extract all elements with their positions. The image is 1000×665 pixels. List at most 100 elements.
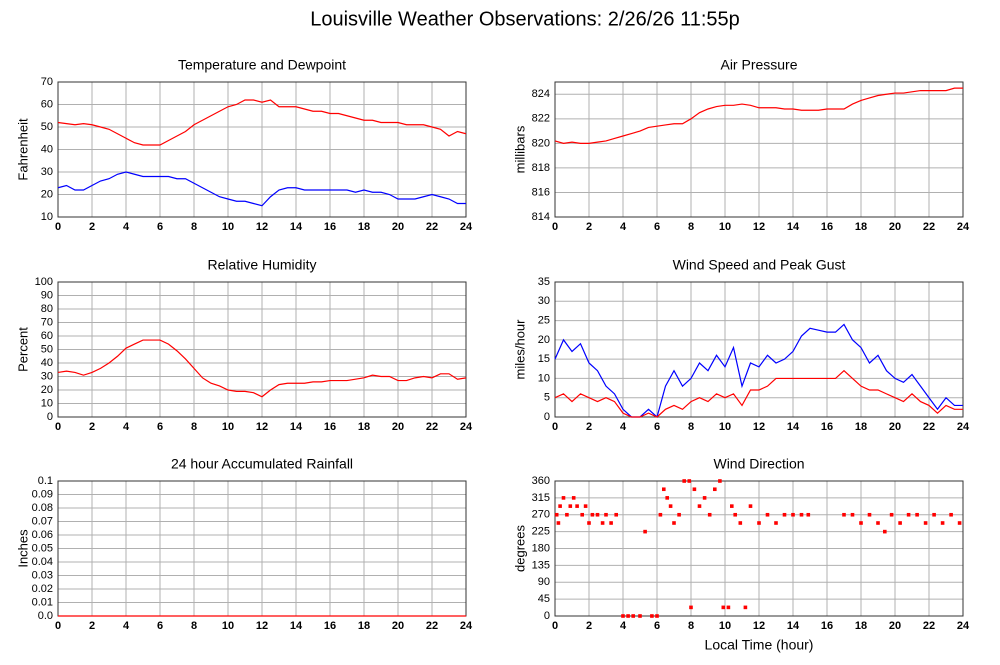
y-tick-label: 20 — [538, 334, 550, 346]
data-point — [662, 487, 666, 492]
data-point — [643, 529, 647, 534]
x-tick-label: 4 — [123, 620, 130, 632]
data-line — [554, 369, 963, 418]
x-tick-label: 24 — [957, 620, 970, 632]
y-tick-label: 0.0 — [38, 610, 53, 622]
y-tick-label: 60 — [41, 98, 53, 110]
x-tick-label: 16 — [324, 221, 336, 233]
x-tick-label: 24 — [460, 221, 473, 233]
x-tick-label: 2 — [586, 221, 592, 233]
y-tick-label: 0.09 — [32, 488, 53, 500]
x-tick-label: 4 — [123, 221, 130, 233]
x-tick-label: 0 — [55, 421, 61, 433]
x-tick-label: 20 — [889, 421, 901, 433]
x-tick-label: 14 — [787, 421, 800, 433]
data-point — [859, 521, 863, 525]
y-tick-label: 45 — [538, 593, 550, 605]
x-tick-label: 12 — [753, 620, 765, 632]
data-point — [590, 512, 595, 517]
x-tick-label: 22 — [923, 620, 935, 632]
y-tick-label: 90 — [538, 576, 550, 588]
y-tick-label: 10 — [41, 397, 53, 409]
x-tick-label: 6 — [157, 620, 163, 632]
x-tick-label: 6 — [157, 221, 163, 233]
x-tick-label: 24 — [957, 421, 970, 433]
y-tick-label: 0.04 — [32, 556, 53, 568]
data-point — [757, 521, 761, 525]
data-point — [782, 512, 787, 517]
data-point — [655, 614, 659, 618]
x-tick-label: 22 — [923, 421, 935, 433]
data-point — [949, 512, 953, 517]
data-point — [626, 614, 630, 618]
data-point — [638, 614, 642, 618]
x-tick-label: 10 — [222, 221, 234, 233]
data-line — [57, 171, 466, 207]
data-point — [898, 521, 902, 525]
data-point — [558, 504, 562, 508]
x-tick-label: 8 — [688, 620, 694, 632]
y-tick-label: 15 — [538, 353, 550, 365]
x-tick-label: 10 — [222, 421, 234, 433]
data-point — [697, 504, 702, 508]
y-tick-label: 30 — [41, 166, 53, 178]
y-axis-label: millibars — [512, 125, 527, 173]
y-tick-label: 10 — [538, 372, 550, 384]
data-point — [554, 512, 559, 517]
x-tick-label: 12 — [753, 421, 765, 433]
x-tick-label: 6 — [157, 421, 163, 433]
x-tick-label: 10 — [719, 620, 731, 632]
data-point — [730, 504, 734, 508]
x-tick-label: 22 — [426, 620, 438, 632]
y-tick-label: 60 — [41, 330, 53, 342]
data-point — [713, 487, 717, 492]
data-point — [791, 512, 795, 517]
y-tick-label: 0.08 — [32, 502, 53, 514]
y-tick-label: 20 — [41, 384, 53, 396]
x-tick-label: 10 — [222, 620, 234, 632]
subplot-title: Air Pressure — [720, 57, 797, 73]
y-tick-label: 180 — [532, 542, 550, 554]
y-tick-label: 0.05 — [32, 542, 53, 554]
x-tick-label: 4 — [123, 421, 130, 433]
data-point — [923, 521, 928, 525]
data-point — [876, 521, 880, 525]
data-point — [799, 512, 804, 517]
y-tick-label: 315 — [532, 492, 550, 504]
y-tick-label: 50 — [41, 121, 53, 133]
y-tick-label: 35 — [538, 276, 550, 288]
data-line — [57, 99, 467, 146]
data-point — [842, 512, 846, 517]
x-tick-label: 12 — [256, 221, 268, 233]
subplot-title: 24 hour Accumulated Rainfall — [171, 456, 353, 472]
plot-frame — [554, 480, 964, 617]
x-tick-label: 2 — [89, 421, 95, 433]
y-tick-label: 40 — [41, 357, 53, 369]
plot-frame — [554, 281, 964, 418]
y-tick-label: 70 — [41, 76, 53, 88]
x-tick-label: 0 — [552, 421, 558, 433]
x-tick-label: 14 — [290, 421, 303, 433]
x-tick-label: 10 — [719, 421, 731, 433]
data-point — [718, 479, 722, 483]
x-tick-label: 0 — [552, 221, 558, 233]
subplot-title: Relative Humidity — [208, 257, 317, 273]
x-tick-label: 8 — [688, 421, 694, 433]
y-tick-label: 50 — [41, 343, 53, 355]
x-tick-label: 22 — [923, 221, 935, 233]
y-tick-label: 225 — [532, 526, 550, 538]
page-title: Louisville Weather Observations: 2/26/26… — [310, 8, 740, 30]
data-point — [915, 512, 919, 517]
y-tick-label: 10 — [41, 211, 53, 223]
data-point — [748, 504, 753, 508]
data-point — [687, 479, 692, 483]
data-point — [587, 521, 591, 525]
y-tick-label: 0.01 — [32, 596, 53, 608]
data-point — [575, 504, 579, 508]
x-tick-label: 8 — [191, 421, 197, 433]
x-tick-label: 2 — [586, 620, 592, 632]
data-point — [583, 504, 588, 508]
data-point — [883, 529, 887, 534]
y-tick-label: 0 — [544, 610, 550, 622]
x-tick-label: 22 — [426, 221, 438, 233]
